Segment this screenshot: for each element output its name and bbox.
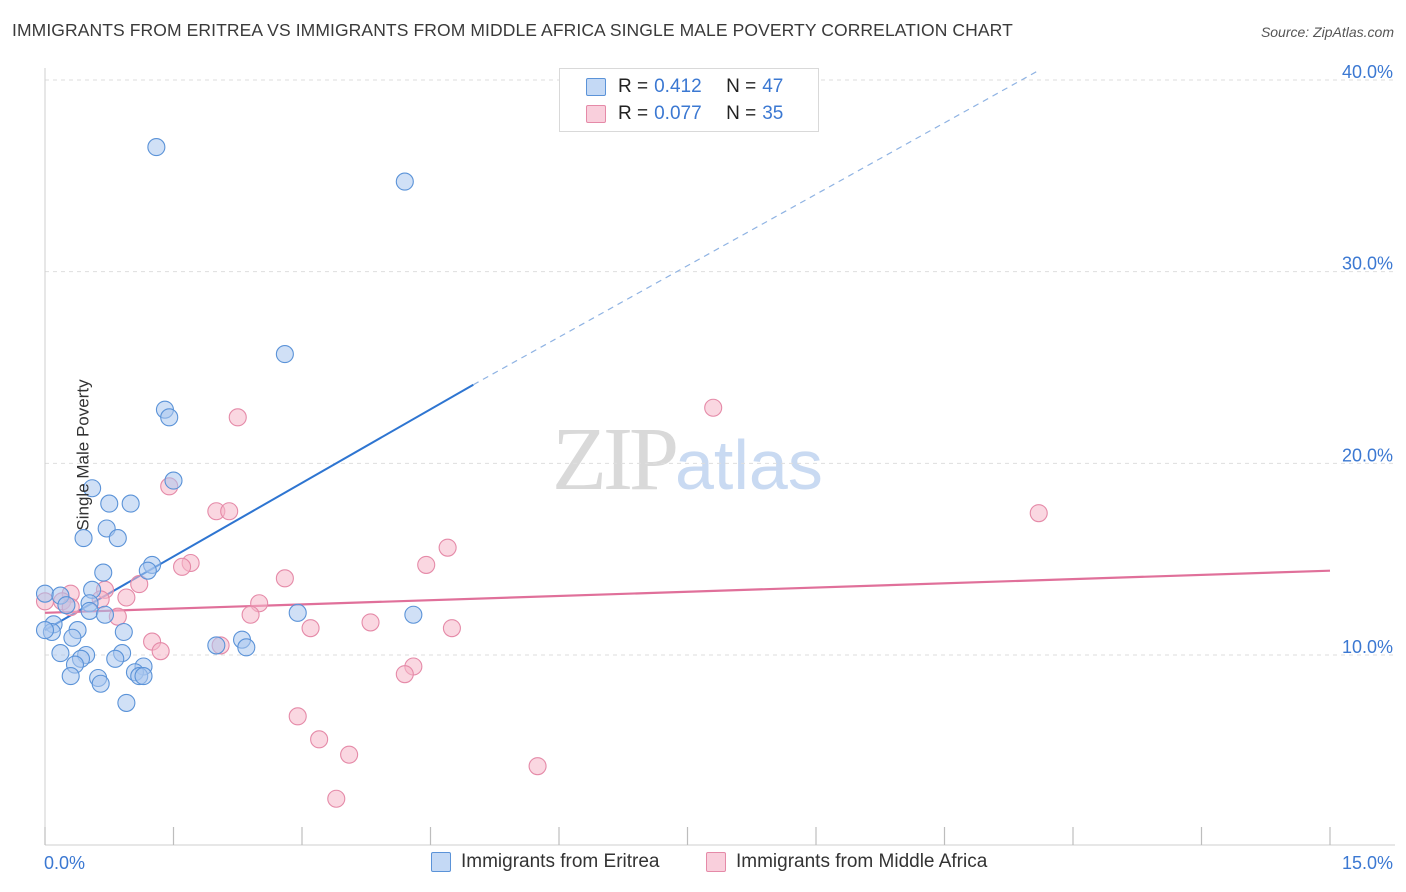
data-point-middle-africa (1029, 504, 1048, 523)
watermark: ZIPatlas (552, 408, 823, 511)
data-point-middle-africa (241, 605, 260, 624)
data-point-eritrea (207, 636, 226, 655)
data-point-eritrea (63, 628, 82, 647)
data-point-middle-africa (438, 538, 457, 557)
data-point-middle-africa (528, 757, 547, 776)
data-point-eritrea (395, 172, 414, 191)
data-point-middle-africa (288, 707, 307, 726)
y-axis-label: Single Male Poverty (73, 379, 93, 531)
y-tick-label: 30.0% (1342, 254, 1393, 274)
data-point-middle-africa (173, 557, 192, 576)
data-point-middle-africa (417, 555, 436, 574)
legend: R = 0.412 N = 47 R = 0.077 N = 35 (559, 68, 819, 132)
data-point-eritrea (35, 621, 55, 640)
data-point-eritrea (35, 584, 55, 603)
legend-n-value: 35 (762, 103, 784, 124)
data-point-eritrea (51, 644, 70, 663)
data-point-middle-africa (327, 789, 346, 808)
data-point-middle-africa (117, 588, 136, 607)
data-point-eritrea (94, 563, 113, 582)
data-point-eritrea (404, 605, 423, 624)
series-legend-swatch-eritrea (431, 852, 451, 872)
chart-title: IMMIGRANTS FROM ERITREA VS IMMIGRANTS FR… (12, 20, 1013, 40)
legend-r-label: R = (618, 76, 649, 97)
data-point-eritrea (80, 601, 99, 620)
legend-row-middle-africa: R = 0.077 N = 35 (586, 102, 783, 126)
series-legend-swatch-middle-africa (706, 852, 726, 872)
data-point-middle-africa (395, 665, 414, 684)
data-point-eritrea (147, 138, 166, 157)
y-tick-label: 20.0% (1342, 445, 1393, 465)
data-point-middle-africa (220, 502, 239, 521)
data-point-eritrea (134, 667, 153, 686)
legend-row-eritrea: R = 0.412 N = 47 (586, 75, 783, 99)
x-tick-label: 0.0% (44, 853, 85, 873)
data-point-eritrea (164, 471, 183, 490)
data-point-eritrea (237, 638, 256, 657)
data-point-middle-africa (340, 745, 359, 764)
legend-swatch-middle-africa (586, 105, 606, 123)
series-legend-label: Immigrants from Eritrea (461, 851, 660, 872)
series-legend-label: Immigrants from Middle Africa (736, 851, 988, 872)
x-tick-label: 15.0% (1342, 853, 1393, 873)
watermark-zip: ZIP (552, 410, 679, 509)
data-point-eritrea (160, 408, 179, 427)
data-point-middle-africa (275, 569, 294, 588)
watermark-atlas: atlas (675, 426, 823, 504)
data-point-eritrea (57, 596, 76, 615)
data-point-eritrea (100, 494, 119, 513)
data-point-middle-africa (704, 398, 723, 417)
y-tick-label: 40.0% (1342, 62, 1393, 82)
data-point-middle-africa (130, 575, 149, 594)
data-point-eritrea (121, 494, 140, 513)
legend-n-value: 47 (762, 76, 784, 97)
series-legend: Immigrants from Eritrea Immigrants from … (0, 851, 1406, 877)
data-point-middle-africa (442, 619, 461, 638)
data-point-middle-africa (228, 408, 247, 427)
data-point-eritrea (83, 479, 102, 498)
data-point-middle-africa (361, 613, 380, 632)
legend-r-value: 0.077 (654, 103, 702, 124)
series-legend-item-eritrea: Immigrants from Eritrea (431, 851, 659, 873)
data-point-eritrea (275, 345, 294, 364)
series-legend-item-middle-africa: Immigrants from Middle Africa (706, 851, 987, 873)
source-label: Source: ZipAtlas.com (1260, 24, 1394, 40)
data-point-eritrea (95, 605, 115, 624)
legend-r-value: 0.412 (654, 76, 702, 97)
data-point-eritrea (108, 529, 127, 548)
data-point-eritrea (74, 529, 93, 548)
legend-n-label: N = (726, 103, 757, 124)
trend-line-middle-africa (44, 569, 1331, 614)
data-point-middle-africa (310, 730, 329, 749)
trend-line-eritrea (44, 383, 474, 631)
data-point-eritrea (288, 603, 307, 622)
data-point-eritrea (117, 693, 136, 712)
legend-n-label: N = (726, 76, 757, 97)
data-point-eritrea (114, 622, 133, 642)
legend-r-label: R = (618, 103, 649, 124)
trend-line-eritrea-extension (473, 69, 1040, 386)
data-point-eritrea (138, 561, 157, 580)
y-tick-label: 10.0% (1342, 637, 1393, 657)
data-point-middle-africa (151, 642, 170, 661)
data-point-eritrea (106, 649, 125, 668)
legend-swatch-eritrea (586, 78, 606, 96)
data-point-eritrea (61, 667, 80, 686)
data-point-eritrea (91, 674, 110, 693)
data-point-middle-africa (301, 619, 320, 638)
